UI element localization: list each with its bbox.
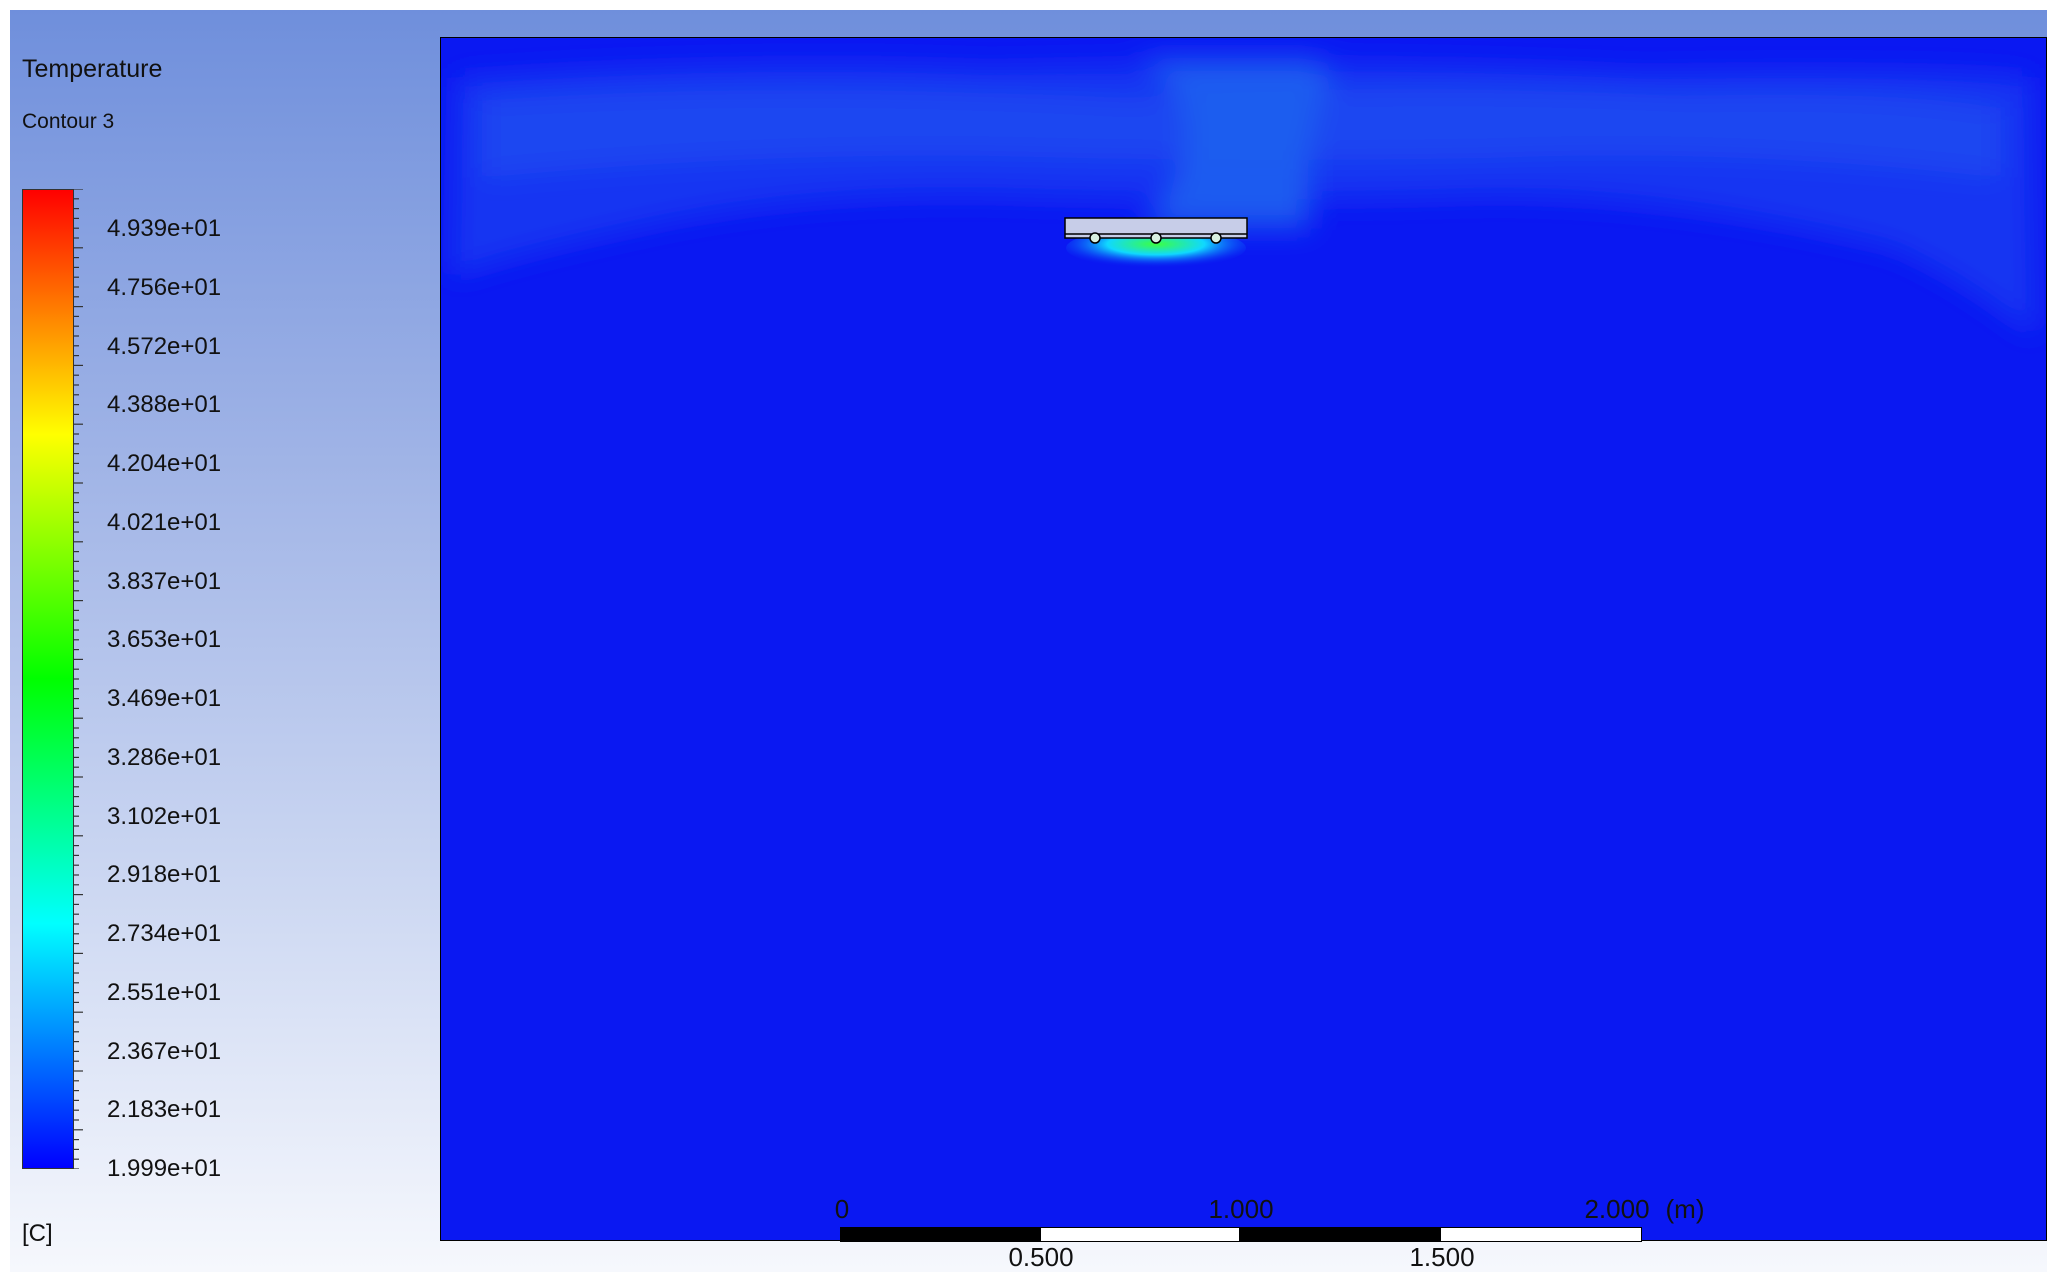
scale-bar (840, 1227, 1642, 1242)
scale-segment-2 (1040, 1227, 1240, 1242)
colormap-tick-label: 2.551e+01 (107, 978, 222, 1006)
heater-pipe (1150, 232, 1162, 244)
scale-segment-1 (840, 1227, 1040, 1242)
colormap-tick-label: 3.837e+01 (107, 567, 222, 595)
colormap-tick-label: 4.756e+01 (107, 273, 222, 301)
warm-air-plume (451, 58, 2036, 338)
colormap-tick-label: 2.918e+01 (107, 861, 222, 889)
colormap-tick-label: 4.388e+01 (107, 391, 222, 419)
colormap-tick-label: 3.286e+01 (107, 743, 222, 771)
scale-label-1500: 1.500 (1409, 1242, 1475, 1272)
contour-plot (441, 38, 2046, 1240)
colormap-tick-label: 4.572e+01 (107, 332, 222, 360)
heater-pipe (1089, 232, 1101, 244)
legend-unit: [C] (22, 1220, 53, 1247)
colormap-tick-label: 4.939e+01 (107, 215, 222, 242)
colormap-ticks (73, 189, 83, 1169)
scale-segment-4 (1440, 1227, 1642, 1242)
colormap-tick-label: 1.999e+01 (107, 1155, 222, 1182)
colormap-tick-label: 3.469e+01 (107, 685, 222, 712)
scale-segment-3 (1240, 1227, 1440, 1242)
scale-label-2000: 2.000 (1584, 1194, 1650, 1224)
colormap-tick-label: 4.021e+01 (107, 508, 222, 536)
scale-unit: (m) (1665, 1194, 1705, 1224)
legend-contour-name: Contour 3 (22, 110, 115, 133)
colormap-bar (22, 189, 74, 1169)
contour-domain[interactable] (440, 37, 2047, 1241)
colormap-tick-label: 3.102e+01 (107, 802, 222, 830)
colormap-tick-label: 4.204e+01 (107, 450, 222, 477)
colormap-tick-label: 3.653e+01 (107, 626, 222, 654)
colormap-tick-label: 2.183e+01 (107, 1096, 222, 1124)
heater-assembly (1064, 217, 1248, 244)
legend-variable-title: Temperature (22, 55, 163, 83)
graphics-viewport[interactable]: Temperature Contour 3 4.939e+01 4.756e+01… (10, 10, 2047, 1272)
scale-label-1000: 1.000 (1208, 1194, 1274, 1224)
scale-label-0: 0 (834, 1194, 850, 1224)
heater-pipe (1210, 232, 1222, 244)
scale-label-0500: 0.500 (1008, 1242, 1074, 1272)
colormap-tick-label: 2.734e+01 (107, 920, 222, 947)
colormap-tick-label: 2.367e+01 (107, 1037, 222, 1065)
